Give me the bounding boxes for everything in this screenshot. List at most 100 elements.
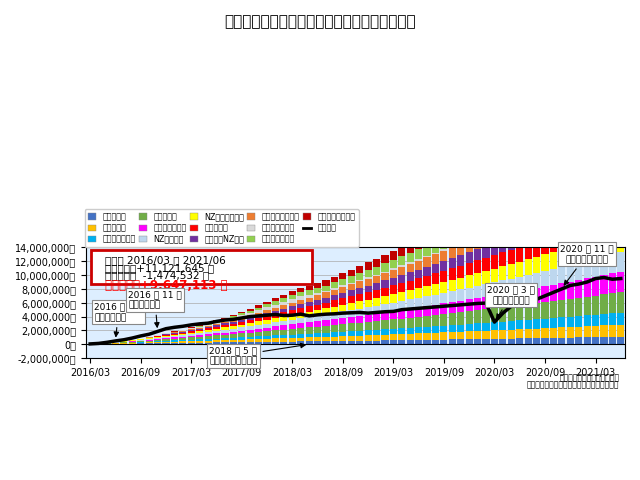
Bar xyxy=(205,343,212,344)
Bar xyxy=(406,263,414,264)
Bar xyxy=(566,247,574,264)
Bar xyxy=(499,330,506,339)
Bar xyxy=(221,322,228,324)
Bar xyxy=(171,333,178,334)
Bar xyxy=(491,330,498,339)
Bar xyxy=(457,255,465,265)
Bar xyxy=(348,284,355,290)
Bar xyxy=(272,308,279,311)
Bar xyxy=(339,336,346,341)
Bar xyxy=(221,338,228,340)
Bar xyxy=(406,318,414,328)
Bar xyxy=(331,336,338,341)
Bar xyxy=(289,291,296,295)
Text: 実現損益：決済益＋スワップ: 実現損益：決済益＋スワップ xyxy=(559,373,620,383)
Bar xyxy=(171,342,178,343)
Bar xyxy=(566,282,574,299)
Bar xyxy=(516,217,524,219)
Bar xyxy=(272,330,279,336)
Bar xyxy=(163,336,170,337)
Bar xyxy=(592,175,599,177)
Bar xyxy=(566,299,574,317)
Bar xyxy=(331,319,338,325)
Bar xyxy=(331,290,338,295)
Bar xyxy=(196,329,204,330)
Bar xyxy=(213,336,220,338)
Bar xyxy=(365,286,372,292)
Bar xyxy=(323,291,330,292)
Bar xyxy=(390,294,397,302)
Bar xyxy=(188,340,195,341)
Bar xyxy=(213,329,220,331)
Bar xyxy=(145,338,153,339)
Bar xyxy=(499,210,506,225)
Bar xyxy=(390,311,397,319)
Bar xyxy=(339,286,346,287)
Bar xyxy=(609,325,616,337)
Bar xyxy=(381,288,388,296)
Bar xyxy=(558,216,565,232)
Bar xyxy=(373,259,380,266)
Bar xyxy=(474,331,481,339)
Bar xyxy=(365,270,372,277)
Bar xyxy=(466,276,473,288)
Bar xyxy=(516,247,524,262)
Bar xyxy=(533,303,540,319)
Bar xyxy=(483,258,490,271)
Bar xyxy=(440,314,447,325)
Bar xyxy=(592,276,599,296)
Bar xyxy=(348,317,355,324)
Bar xyxy=(297,337,305,341)
Bar xyxy=(432,273,439,284)
Bar xyxy=(398,319,405,328)
Bar xyxy=(280,321,287,325)
Bar xyxy=(356,281,364,288)
Bar xyxy=(238,320,245,322)
Bar xyxy=(491,214,498,228)
Bar xyxy=(230,334,237,338)
Bar xyxy=(449,268,456,280)
Bar xyxy=(584,185,591,186)
Bar xyxy=(331,300,338,307)
Bar xyxy=(584,297,591,315)
Bar xyxy=(558,267,565,283)
Bar xyxy=(305,312,313,317)
Bar xyxy=(356,294,364,301)
Bar xyxy=(188,331,195,333)
Bar xyxy=(483,284,490,297)
Bar xyxy=(314,288,321,293)
Bar xyxy=(381,340,388,344)
Bar xyxy=(566,337,574,344)
Bar xyxy=(474,236,481,237)
Bar xyxy=(331,282,338,288)
Bar xyxy=(221,325,228,327)
Bar xyxy=(137,341,144,342)
Bar xyxy=(508,278,515,292)
Bar xyxy=(264,342,271,344)
Bar xyxy=(466,332,473,339)
Bar xyxy=(525,259,532,275)
Bar xyxy=(440,282,447,293)
Bar xyxy=(508,221,515,223)
Bar xyxy=(264,310,271,313)
Bar xyxy=(491,282,498,295)
Bar xyxy=(246,339,254,342)
Bar xyxy=(466,263,473,276)
Bar xyxy=(533,319,540,329)
Bar xyxy=(314,304,321,310)
Bar xyxy=(246,333,254,337)
Bar xyxy=(230,329,237,332)
Bar xyxy=(230,316,237,318)
Bar xyxy=(440,226,447,238)
Bar xyxy=(609,168,616,171)
Bar xyxy=(449,247,456,258)
Bar xyxy=(331,288,338,290)
Bar xyxy=(171,334,178,335)
Bar xyxy=(415,288,422,298)
Bar xyxy=(264,327,271,331)
Bar xyxy=(323,280,330,286)
Bar xyxy=(179,332,186,333)
Bar xyxy=(213,323,220,324)
Bar xyxy=(424,316,431,327)
Bar xyxy=(196,331,204,333)
